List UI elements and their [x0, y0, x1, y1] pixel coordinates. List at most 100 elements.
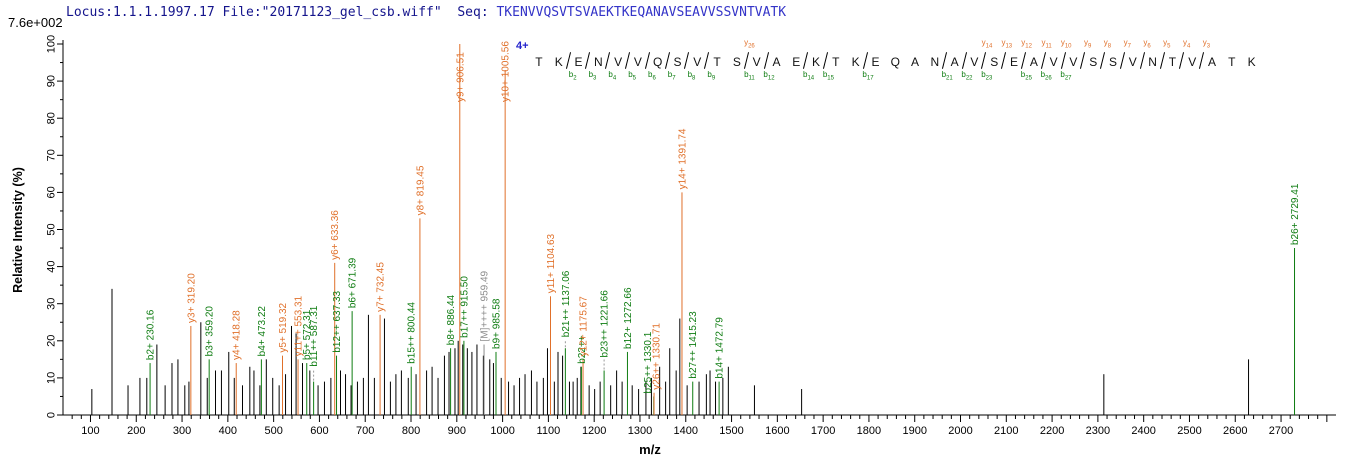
peak-label: y10+ 1005.56	[501, 41, 512, 102]
labeled-peaks	[149, 44, 1296, 415]
residue-letter: E	[1010, 55, 1019, 69]
residue-cell: T	[707, 42, 727, 90]
residue-letter: A	[911, 55, 920, 69]
y-tick-labels: 0 10 20 30 40 50 60 70 80 90 100	[46, 35, 58, 418]
x-tick-label: 2300	[1086, 425, 1110, 437]
peak-label: y14+ 1391.74	[677, 128, 688, 189]
peak-label: b21++ 1137.06	[561, 270, 572, 337]
x-tick-label: 300	[173, 425, 191, 437]
residue-letter: N	[930, 55, 940, 69]
peak-label: b8+ 886.44	[446, 294, 457, 345]
x-tick-label: 1300	[628, 425, 652, 437]
peak-label: b6+ 671.39	[348, 257, 359, 308]
x-tick-labels: 100 200 300 400 500 600 700 800 900 1000 1100 1200 1…	[81, 425, 1293, 437]
b-ion-marker: b8	[687, 70, 696, 82]
x-tick-label: 1000	[490, 425, 514, 437]
residue-letter: E	[871, 55, 880, 69]
y-tick-label: 10	[46, 372, 58, 384]
b-ion-marker: b9	[707, 70, 716, 82]
x-tick-label: 2700	[1269, 425, 1293, 437]
residue-letter: T	[1168, 55, 1177, 69]
x-tick-label: 900	[448, 425, 466, 437]
label-leaders	[313, 339, 605, 381]
residue-letter: V	[970, 55, 979, 69]
peak-label: y3+ 319.20	[186, 273, 197, 323]
y-ion-marker: y6	[1143, 38, 1151, 50]
peak-label: y8+ 819.45	[415, 165, 426, 215]
peak-label: y26++ 1330.71	[652, 323, 663, 390]
peak-label: y6+ 633.36	[330, 210, 341, 260]
y-tick-label: 30	[46, 298, 58, 310]
peak-label: b9+ 985.58	[491, 298, 502, 349]
residue-letter: S	[673, 55, 682, 69]
peak-label: b27++ 1415.23	[688, 311, 699, 379]
b-ion-marker: b5	[628, 70, 636, 82]
x-ticks	[71, 415, 1328, 422]
y-ticks	[57, 43, 63, 416]
peak-label: b25++ 1330.1	[643, 331, 654, 393]
residue-letter: A	[1207, 55, 1216, 69]
max-intensity-label: 7.6e+002	[8, 15, 63, 30]
peak-label: b17++ 915.50	[459, 276, 470, 338]
b-ion-marker: b17	[862, 70, 874, 82]
x-tick-label: 400	[219, 425, 237, 437]
x-tick-label: 2200	[1040, 425, 1064, 437]
b-ion-marker: b26	[1040, 70, 1052, 82]
residue-cell: A	[1202, 42, 1222, 90]
residue-letter: T	[832, 55, 840, 69]
x-tick-label: 600	[310, 425, 328, 437]
residue-cell: T	[529, 42, 549, 90]
peak-label: y4+ 418.28	[232, 310, 243, 360]
y-ion-marker: y9	[1083, 38, 1092, 50]
residue-letter: V	[693, 55, 702, 69]
y-ion-marker: y8	[1103, 38, 1112, 50]
x-tick-label: 100	[81, 425, 99, 437]
y-ion-marker: y12	[1021, 38, 1032, 50]
peak-label: b5+ 572.31	[302, 309, 313, 360]
x-tick-label: 1200	[582, 425, 606, 437]
residue-letter: S	[1109, 55, 1118, 69]
peak-label: b12+ 1272.66	[623, 287, 634, 349]
b-ion-marker: b15	[822, 70, 834, 82]
residue-letter: Q	[890, 55, 900, 69]
residue-letter: V	[1188, 55, 1197, 69]
residue-letter: K	[851, 55, 860, 69]
residue-cell: E	[866, 42, 886, 90]
residue-cell: Q	[885, 42, 905, 90]
x-tick-label: 1900	[902, 425, 926, 437]
residue-letter: A	[772, 55, 781, 69]
y-ion-marker: y14	[981, 38, 993, 50]
y-tick-label: 0	[46, 412, 58, 418]
b-ion-marker: b6	[647, 70, 656, 82]
peak-label: y11+ 1104.63	[546, 233, 557, 293]
peak-label: b22++	[577, 335, 588, 364]
b-ion-marker: b7	[667, 70, 676, 82]
y-ion-marker: y3	[1202, 38, 1211, 50]
x-tick-label: 200	[127, 425, 145, 437]
peak-label: b4+ 473.22	[257, 306, 268, 357]
x-tick-label: 2500	[1177, 425, 1201, 437]
residue-letter: T	[713, 55, 721, 69]
peak-label: b11++ 587.31	[309, 305, 320, 366]
peak-label: b3+ 359.20	[205, 306, 216, 357]
y-ion-marker: y10	[1060, 38, 1072, 50]
residue-cell: A	[905, 42, 925, 90]
residue-letter: N	[1148, 55, 1157, 69]
residue-letter: T	[1228, 55, 1236, 69]
residue-letter: A	[1029, 55, 1038, 69]
y-ion-marker: y4	[1182, 38, 1191, 50]
